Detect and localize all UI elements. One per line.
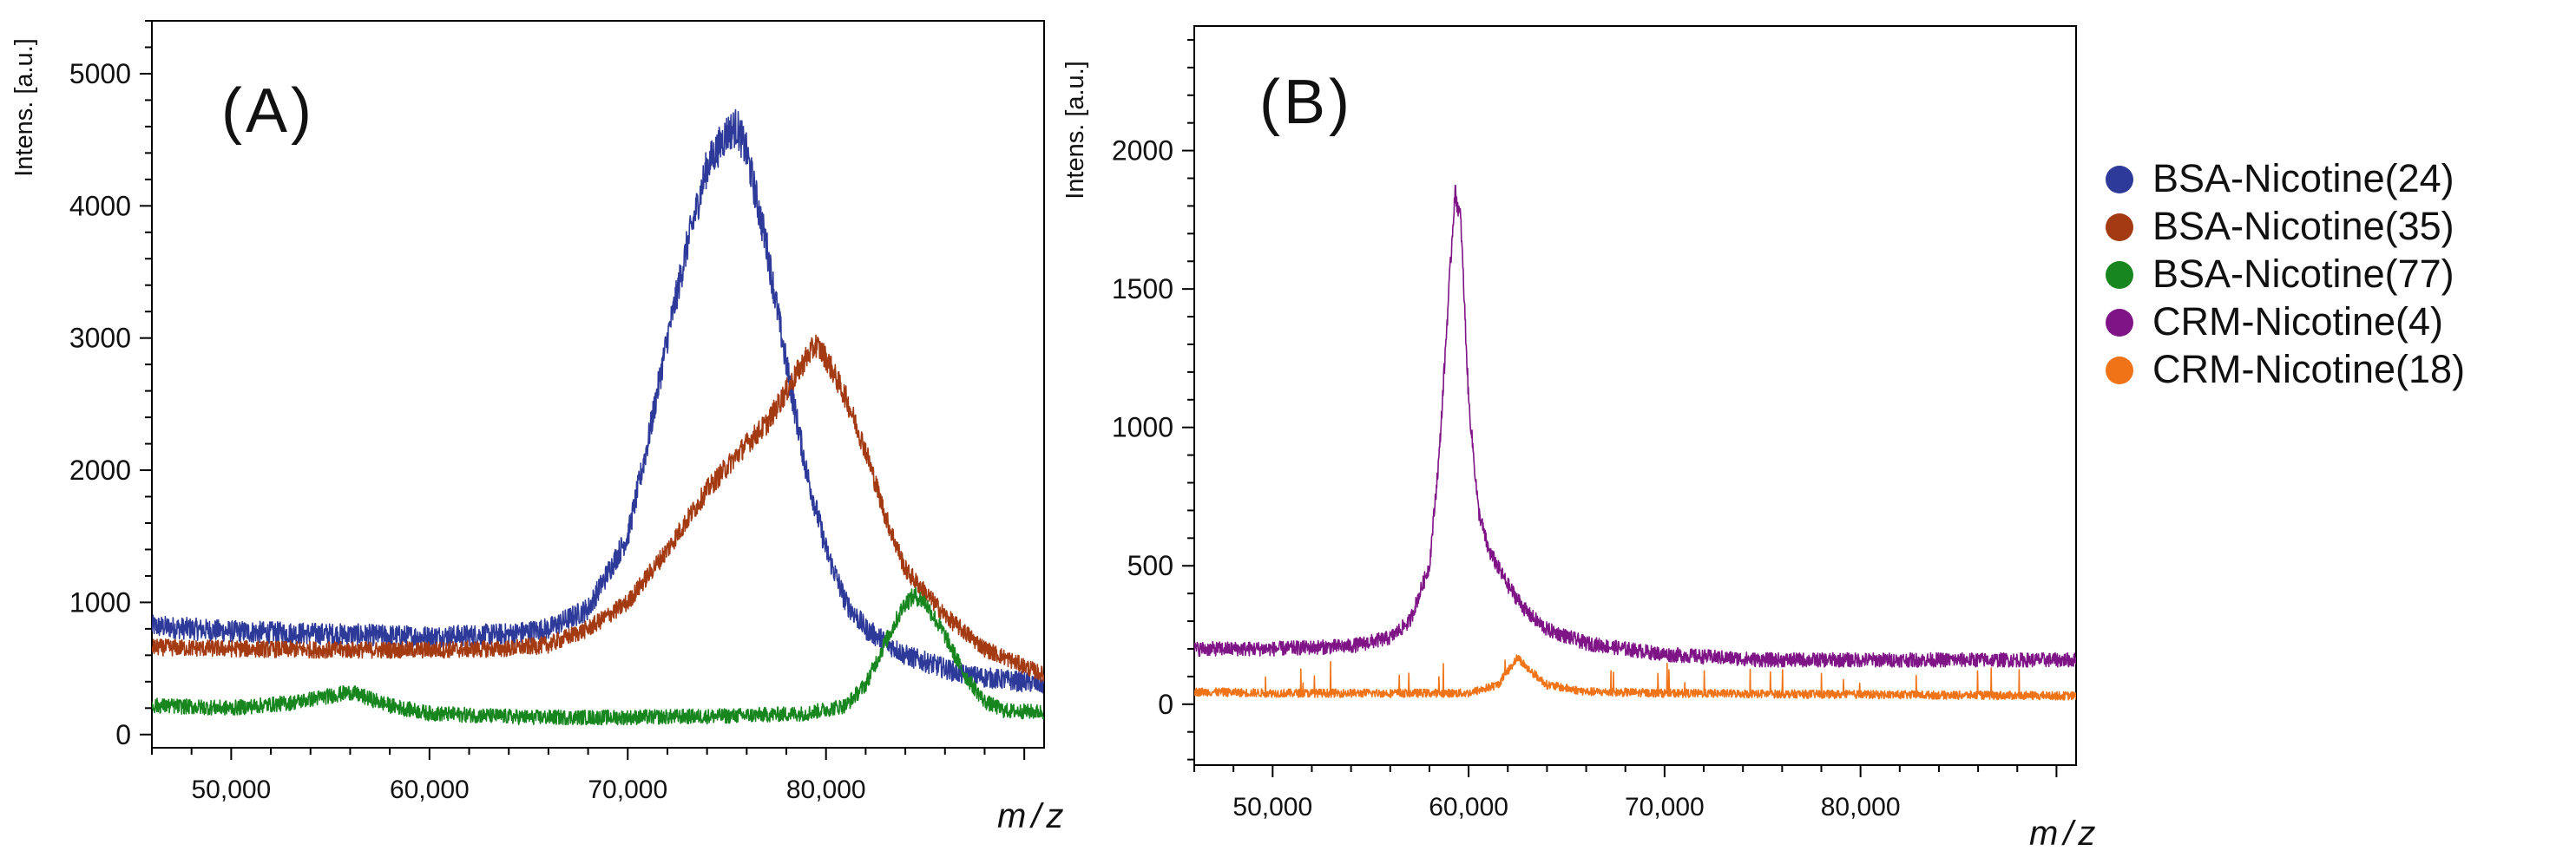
legend-item: BSA-Nicotine(35) bbox=[2106, 204, 2454, 248]
legend-marker bbox=[2106, 213, 2133, 241]
y-tick-label: 2000 bbox=[1112, 135, 1173, 167]
series-line-crm-nicotine-18 bbox=[1194, 654, 2076, 701]
panel-label: (A) bbox=[221, 76, 315, 146]
y-tick-label: 500 bbox=[1127, 550, 1173, 581]
series-line-bsa-nicotine-77 bbox=[152, 586, 1044, 726]
y-tick-label: 1500 bbox=[1112, 273, 1173, 304]
legend-label: CRM-Nicotine(18) bbox=[2152, 347, 2465, 391]
y-tick-label: 0 bbox=[115, 719, 131, 750]
legend-item: CRM-Nicotine(18) bbox=[2106, 347, 2465, 391]
legend-item: BSA-Nicotine(77) bbox=[2106, 252, 2454, 296]
legend-label: BSA-Nicotine(77) bbox=[2152, 252, 2454, 296]
plot-frame-b bbox=[1193, 25, 2077, 766]
x-axis-label: m/z bbox=[997, 797, 1068, 835]
legend-item: BSA-Nicotine(24) bbox=[2106, 156, 2454, 200]
x-tick-label: 60,000 bbox=[1429, 793, 1508, 821]
legend-marker bbox=[2106, 357, 2133, 384]
y-tick-label: 5000 bbox=[69, 58, 131, 89]
x-axis-label: m/z bbox=[2029, 815, 2100, 853]
y-tick-label: 2000 bbox=[69, 455, 131, 486]
chart-panel-a: 0 1000 2000 3000 4000 5000 50,000 60,000 70,000 8… bbox=[10, 20, 1068, 835]
x-tick-label: 70,000 bbox=[588, 776, 667, 804]
x-tick-label: 80,000 bbox=[786, 776, 866, 804]
series-group-b bbox=[1194, 184, 2076, 701]
x-tick-label: 50,000 bbox=[1232, 793, 1312, 821]
y-axis-label: Intens. [a.u.] bbox=[10, 38, 38, 177]
legend-marker bbox=[2106, 261, 2133, 289]
x-tick-label: 50,000 bbox=[191, 776, 271, 804]
legend-marker bbox=[2106, 166, 2133, 193]
series-line-crm-nicotine-4 bbox=[1194, 184, 2076, 668]
panel-label: (B) bbox=[1259, 68, 1353, 137]
y-tick-label: 1000 bbox=[1112, 412, 1173, 443]
legend-label: BSA-Nicotine(35) bbox=[2152, 204, 2454, 248]
x-tick-label: 60,000 bbox=[390, 776, 470, 804]
x-tick-label: 70,000 bbox=[1625, 793, 1705, 821]
legend-label: CRM-Nicotine(4) bbox=[2152, 299, 2443, 344]
x-tick-label: 80,000 bbox=[1821, 793, 1901, 821]
legend-item: CRM-Nicotine(4) bbox=[2106, 299, 2443, 344]
legend-label: BSA-Nicotine(24) bbox=[2152, 156, 2454, 200]
y-tick-label: 3000 bbox=[69, 323, 131, 354]
y-tick-label: 0 bbox=[1158, 689, 1173, 720]
plot-frame-a bbox=[151, 20, 1045, 749]
series-line-bsa-nicotine-35 bbox=[152, 334, 1044, 683]
chart-legend: BSA-Nicotine(24)BSA-Nicotine(35)BSA-Nico… bbox=[2106, 156, 2465, 391]
y-tick-label: 1000 bbox=[69, 586, 131, 618]
y-tick-label: 4000 bbox=[69, 190, 131, 221]
y-axis-label: Intens. [a.u.] bbox=[1061, 61, 1089, 200]
series-line-bsa-nicotine-24 bbox=[152, 108, 1044, 694]
series-group-a bbox=[152, 108, 1044, 726]
chart-panel-b: 0 500 1000 1500 2000 50,000 60,000 70,000 80,000… bbox=[1061, 25, 2100, 853]
legend-marker bbox=[2106, 309, 2133, 337]
